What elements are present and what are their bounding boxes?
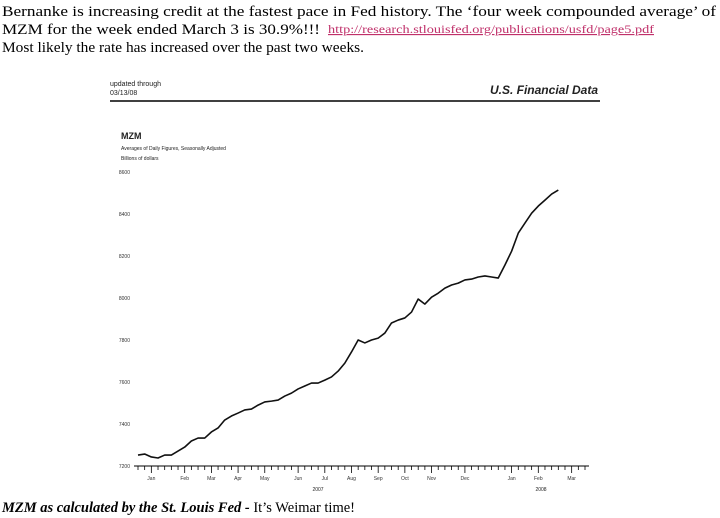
- y-tick-label: 8000: [119, 296, 130, 302]
- year-label: 2007: [312, 487, 323, 493]
- source-title: U.S. Financial Data: [490, 83, 598, 97]
- updated-date: 03/13/08: [110, 90, 137, 97]
- x-tick-label: Nov: [427, 476, 436, 482]
- x-tick-label: Feb: [180, 476, 189, 482]
- x-tick-label: Jun: [294, 476, 302, 482]
- x-tick-label: Mar: [567, 476, 576, 482]
- x-tick-label: Feb: [534, 476, 543, 482]
- caption: MZM as calculated by the St. Louis Fed -…: [1, 500, 355, 516]
- x-tick-label: Jan: [508, 476, 516, 482]
- y-tick-label: 7800: [119, 338, 130, 344]
- y-tick-label: 7600: [119, 380, 130, 386]
- caption-emphasis: MZM as calculated by the St. Louis Fed -: [1, 500, 250, 516]
- x-tick-label: Mar: [207, 476, 216, 482]
- y-axis-label: Billions of dollars: [121, 156, 159, 162]
- y-tick-label: 7200: [119, 464, 130, 470]
- updated-label: updated through: [110, 81, 161, 88]
- intro-line: Most likely the rate has increased over …: [2, 40, 364, 56]
- chart-subtitle: Averages of Daily Figures, Seasonally Ad…: [121, 146, 226, 152]
- x-tick-label: Jan: [147, 476, 155, 482]
- source-link[interactable]: http://research.stlouisfed.org/publicati…: [328, 24, 654, 36]
- x-tick-label: Aug: [347, 476, 356, 482]
- x-tick-label: Apr: [234, 476, 242, 482]
- x-tick-label: May: [260, 476, 270, 482]
- intro-line: Bernanke is increasing credit at the fas…: [2, 4, 716, 20]
- y-tick-label: 7400: [119, 422, 130, 428]
- y-tick-label: 8600: [119, 170, 130, 176]
- year-label: 2008: [535, 487, 546, 493]
- chart-title: MZM: [121, 131, 142, 141]
- x-tick-label: Sep: [374, 476, 383, 482]
- y-tick-label: 8400: [119, 212, 130, 218]
- x-tick-label: Dec: [460, 476, 469, 482]
- x-tick-label: Oct: [401, 476, 409, 482]
- data-line: [137, 189, 559, 459]
- y-tick-label: 8200: [119, 254, 130, 260]
- x-tick-label: Jul: [322, 476, 328, 482]
- intro-line: MZM for the week ended March 3 is 30.9%!…: [2, 22, 320, 38]
- caption-text: It’s Weimar time!: [250, 500, 355, 516]
